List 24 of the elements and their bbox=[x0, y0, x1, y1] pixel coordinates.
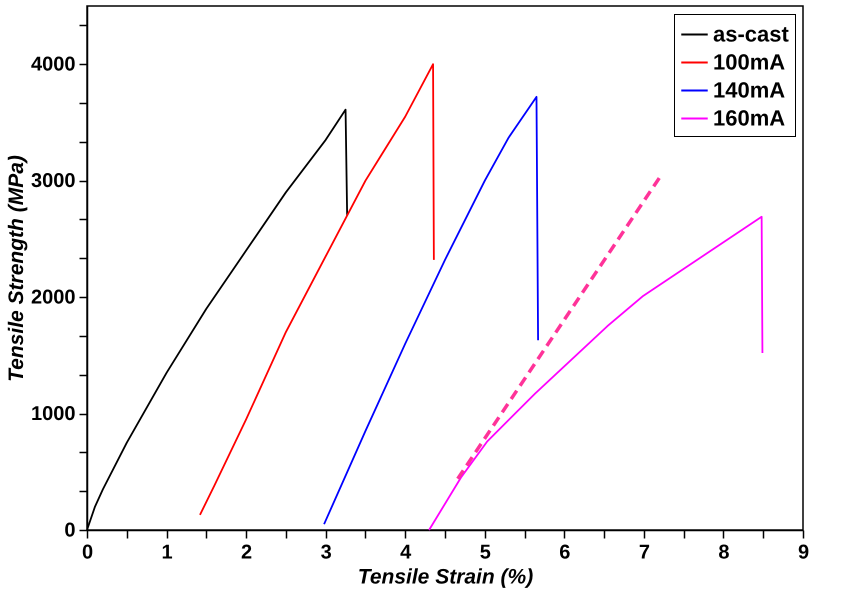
line-series bbox=[323, 96, 539, 526]
y-tick-label: 2000 bbox=[31, 286, 76, 309]
legend-label: 160mA bbox=[713, 106, 786, 130]
x-tick-label: 7 bbox=[638, 542, 650, 564]
y-tick-label: 4000 bbox=[31, 54, 76, 76]
x-tick-label: 9 bbox=[798, 542, 810, 564]
legend-label: as-cast bbox=[713, 22, 790, 46]
x-tick-label: 4 bbox=[400, 542, 412, 564]
legend-label: 100mA bbox=[713, 50, 786, 74]
x-tick-label: 5 bbox=[480, 542, 491, 564]
y-axis-title: Tensile Strength (MPa) bbox=[5, 155, 28, 382]
line-series bbox=[199, 63, 435, 516]
line-series bbox=[428, 216, 764, 531]
x-tick-label: 0 bbox=[82, 542, 94, 564]
x-axis-title: Tensile Strain (%) bbox=[358, 566, 534, 588]
y-tick-label: 3000 bbox=[31, 170, 76, 192]
x-tick-label: 1 bbox=[161, 542, 173, 564]
y-tick-label: 1000 bbox=[31, 403, 76, 426]
x-tick-label: 8 bbox=[718, 542, 730, 564]
x-tick-label: 3 bbox=[320, 542, 332, 564]
x-tick-label: 6 bbox=[559, 542, 570, 564]
x-tick-label: 2 bbox=[241, 542, 252, 564]
legend-label: 140mA bbox=[713, 78, 786, 102]
y-tick-label: 0 bbox=[64, 520, 76, 542]
